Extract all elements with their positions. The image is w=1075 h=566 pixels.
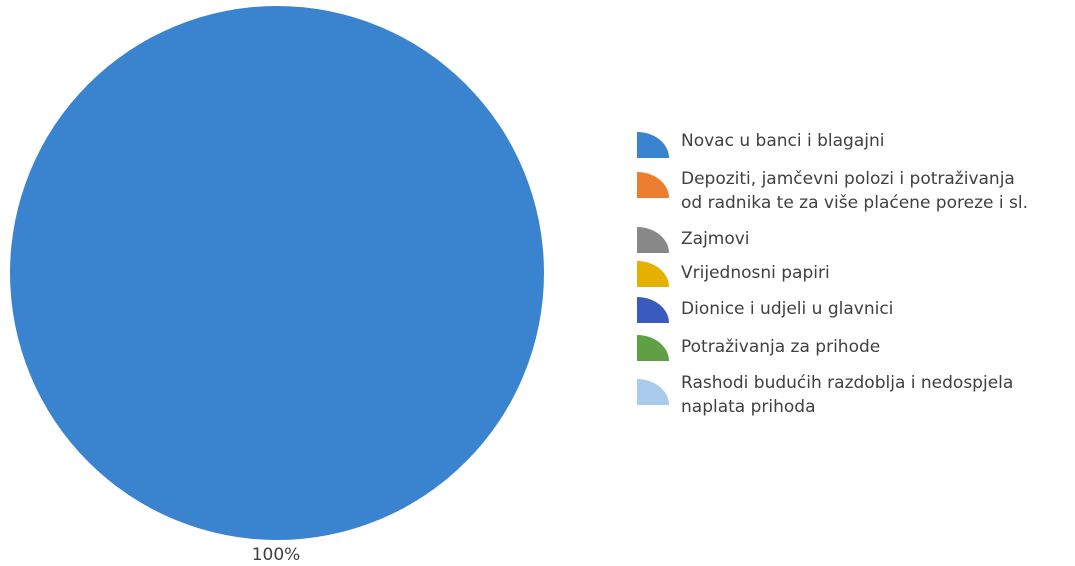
legend-label-0: Novac u banci i blagajni [681, 131, 885, 151]
legend-label-3: Vrijednosni papiri [681, 263, 830, 283]
data-label-0: 100% [252, 545, 301, 565]
legend-label-6: Rashodi budućih razdoblja i nedospjela n… [681, 373, 1014, 417]
legend-label-5: Potraživanja za prihode [681, 337, 881, 357]
pie-slice-0 [10, 6, 544, 540]
legend-marker-6 [637, 379, 669, 405]
legend-marker-2 [637, 227, 669, 253]
legend-marker-1 [637, 172, 669, 198]
legend-label-2: Zajmovi [681, 229, 750, 249]
legend-marker-5 [637, 335, 669, 361]
legend-marker-0 [637, 132, 669, 158]
legend-label-1: Depoziti, jamčevni polozi i potraživanja… [681, 169, 1028, 213]
legend-marker-4 [637, 297, 669, 323]
legend-marker-3 [637, 261, 669, 287]
pie-slices [10, 6, 544, 540]
legend-label-4: Dionice i udjeli u glavnici [681, 299, 894, 319]
